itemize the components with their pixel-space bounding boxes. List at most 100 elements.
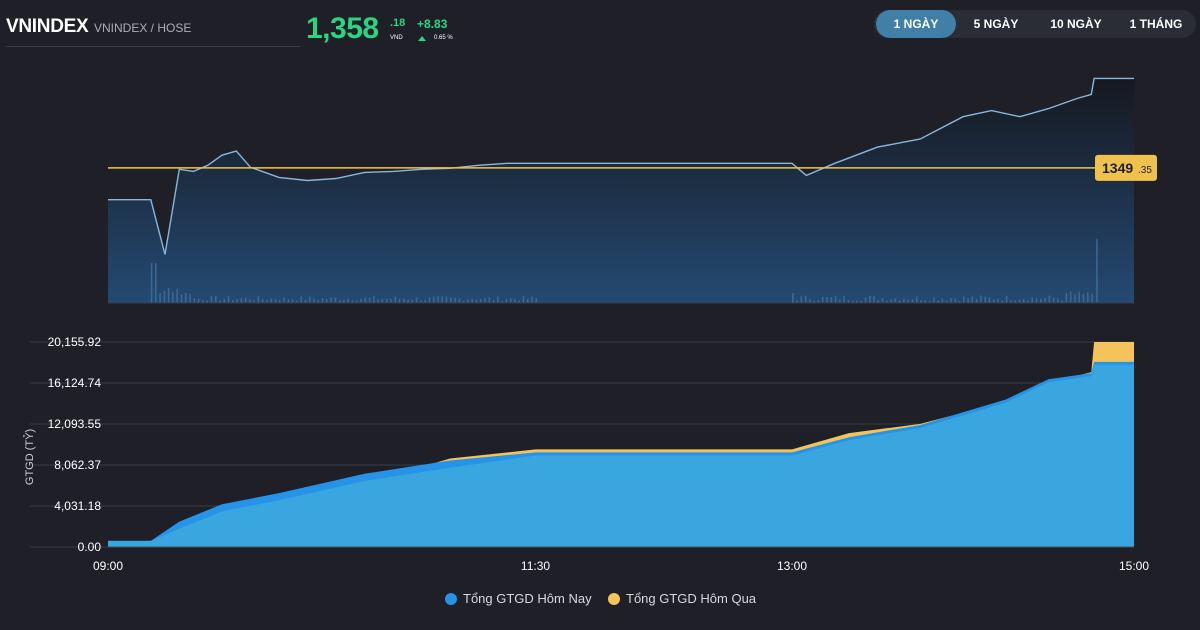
volume-bar [467,299,469,303]
period-tabs: 1 NGÀY 5 NGÀY 10 NGÀY 1 THÁNG [874,10,1196,38]
legend-label-yesterday: Tổng GTGD Hôm Qua [626,591,757,606]
volume-bar [963,296,965,303]
volume-bar [916,296,918,303]
volume-bar [945,300,948,303]
volume-bar [501,301,503,303]
volume-bar [176,288,178,303]
volume-bar [1048,295,1051,303]
volume-bar [308,296,311,303]
volume-bar [928,301,931,303]
volume-bar [518,300,520,303]
tab-10-days[interactable]: 10 NGÀY [1050,17,1102,31]
volume-bar [1022,299,1025,303]
volume-bar [351,300,354,303]
volume-bar [197,298,200,303]
volume-bar [817,300,820,303]
volume-bar [296,300,298,303]
volume-bar [484,297,486,303]
volume-bar [219,300,221,303]
volume-bar [531,296,533,303]
volume-bar [420,300,422,303]
volume-bar [967,298,969,303]
volume-bar [1061,300,1063,303]
volume-bar [509,298,512,303]
tab-1-month[interactable]: 1 THÁNG [1129,17,1183,31]
x-tick-label: 15:00 [1119,559,1149,573]
y-tick-label: 16,124.74 [48,376,102,390]
volume-bar [1035,298,1038,303]
volume-bar [193,298,196,303]
tab-5-days[interactable]: 5 NGÀY [973,17,1019,31]
volume-bar [843,296,845,303]
y-tick-label: 12,093.55 [48,417,102,431]
volume-bar [1031,297,1033,303]
y-tick-label: 4,031.18 [54,499,101,513]
volume-bar [304,299,307,303]
volume-bar [958,300,961,303]
volume-bar [411,299,414,303]
change-absolute: +8.83 [417,17,448,31]
volume-bar [249,299,251,303]
price-line [108,77,1134,255]
volume-bar [1069,291,1072,303]
y-tick-label: 8,062.37 [54,458,101,472]
volume-bar [937,300,939,303]
volume-bar [1027,300,1029,303]
volume-bar [821,296,824,303]
change-percent: 0.65 % [434,35,453,41]
volume-bar [804,295,807,303]
volume-bar [236,298,238,303]
volume-bar [881,298,884,303]
volume-bar [988,297,991,303]
volume-bar [338,300,341,303]
volume-bar [1082,294,1085,303]
volume-bar [1014,300,1016,303]
volume-bar [373,296,375,303]
header: VNINDEX VNINDEX / HOSE 1,358 .18 VND +8.… [0,0,1200,50]
volume-bar [445,296,448,303]
volume-bar [390,298,392,303]
volume-bar [894,298,897,303]
volume-bar [257,296,260,303]
volume-bar [1091,293,1093,303]
price-area [108,78,1134,304]
price-unit: VND [390,35,403,41]
volume-bar [368,297,371,303]
volume-bar [437,296,439,303]
volume-bar [385,298,388,303]
volume-bar [522,296,525,303]
up-arrow-icon [418,36,426,41]
volume-bar [424,299,426,303]
volume-bar [403,298,405,303]
volume-bar [488,297,491,303]
volume-bar [317,299,320,303]
volume-bar [450,297,452,303]
volume-bar [886,300,888,303]
volume-bar [834,295,837,303]
legend-swatch-today [445,593,457,605]
volume-bar [244,297,247,303]
volume-bar [1040,298,1042,303]
volume-bar [873,295,875,303]
legend-label-today: Tổng GTGD Hôm Nay [463,591,592,606]
volume-bar [300,296,302,303]
volume-bar [432,296,435,303]
volume-bar [971,296,974,303]
volume-bar [941,298,944,303]
y-tick-label: 20,155.92 [48,335,102,349]
volume-bar [839,299,841,303]
volume-bar [266,299,268,303]
price-chart: 1349 .35 [108,77,1157,304]
volume-bar [869,296,871,303]
tab-1-day[interactable]: 1 NGÀY [876,10,956,38]
volume-bar [343,299,345,303]
volume-bar [800,296,803,303]
volume-bar [155,263,157,303]
series-today-fill [108,364,1134,547]
volume-bar [997,298,999,303]
volume-bar [253,300,255,303]
volume-bar [381,298,384,303]
volume-bar [856,300,858,303]
volume-bar [475,299,478,303]
